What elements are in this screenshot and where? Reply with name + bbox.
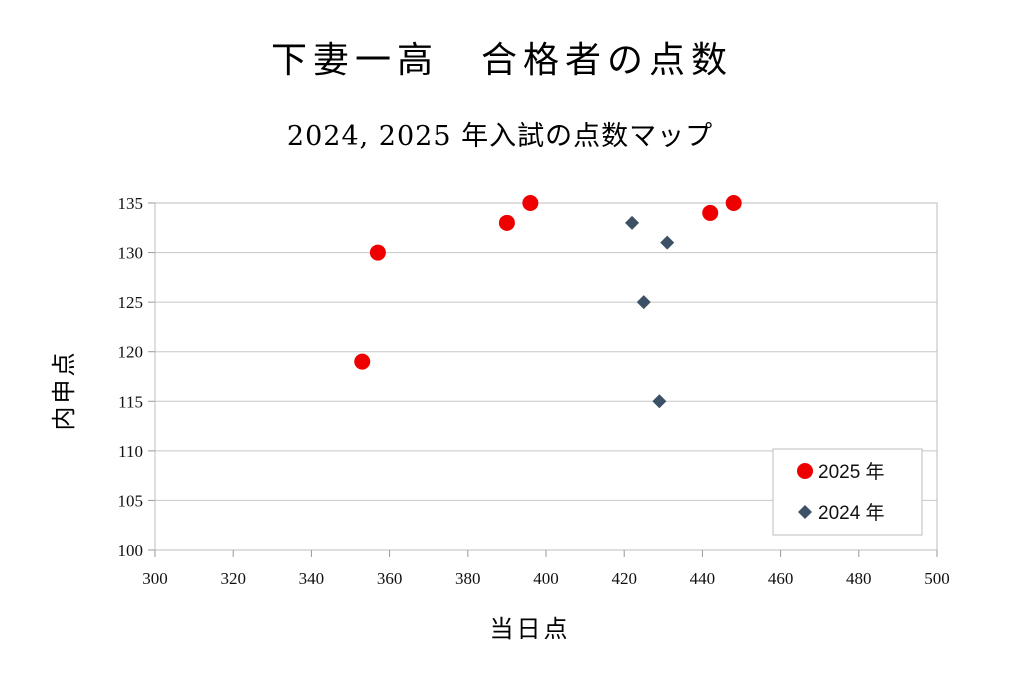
legend: 2025 年 2024 年 xyxy=(772,448,923,536)
x-tick-label: 300 xyxy=(142,569,168,588)
legend-marker xyxy=(798,505,812,519)
data-points xyxy=(354,195,742,409)
data-point-2025 xyxy=(725,195,742,211)
y-tick-label: 120 xyxy=(118,343,144,362)
data-point-2024 xyxy=(625,215,640,230)
x-tick-label: 400 xyxy=(533,569,559,588)
data-point-2025 xyxy=(354,353,371,370)
legend-box xyxy=(772,448,923,536)
legend-label: 2024 年 xyxy=(818,502,885,524)
y-tick-label: 130 xyxy=(118,244,144,263)
chart-subtitle: 2024, 2025 年入試の点数マップ xyxy=(287,121,713,152)
x-tick-label: 340 xyxy=(299,569,325,588)
x-tick-label: 360 xyxy=(377,569,403,588)
legend-marker xyxy=(797,463,813,479)
chart-title: 下妻一高 合格者の点数 xyxy=(271,40,733,81)
y-tick-label: 105 xyxy=(118,491,144,510)
gridlines xyxy=(155,202,937,551)
y-tick-label: 115 xyxy=(118,392,143,411)
data-point-2024 xyxy=(660,235,675,250)
tick-labels: 100 105 110 115 120 125 130 135 300 320 340 360 380 4… xyxy=(118,194,950,588)
data-point-2024 xyxy=(636,295,651,310)
data-point-2025 xyxy=(522,195,539,211)
x-tick-label: 440 xyxy=(690,569,716,588)
y-tick-label: 125 xyxy=(118,293,144,312)
y-tick-label: 110 xyxy=(118,442,143,461)
x-tick-label: 420 xyxy=(611,569,637,588)
data-point-2025 xyxy=(498,214,515,231)
data-point-2024 xyxy=(652,394,667,409)
x-tick-label: 460 xyxy=(768,569,794,588)
y-tick-label: 100 xyxy=(118,541,144,560)
data-point-2025 xyxy=(369,244,386,261)
x-axis-label: 当日点 xyxy=(490,615,571,643)
x-tick-label: 480 xyxy=(846,569,872,588)
axes xyxy=(148,202,938,557)
x-tick-label: 500 xyxy=(924,569,950,588)
y-tick-label: 135 xyxy=(118,194,144,213)
data-point-2025 xyxy=(702,204,719,221)
y-axis-label: 内申点 xyxy=(50,350,78,431)
x-tick-label: 320 xyxy=(220,569,246,588)
x-tick-label: 380 xyxy=(455,569,481,588)
legend-label: 2025 年 xyxy=(818,461,885,483)
